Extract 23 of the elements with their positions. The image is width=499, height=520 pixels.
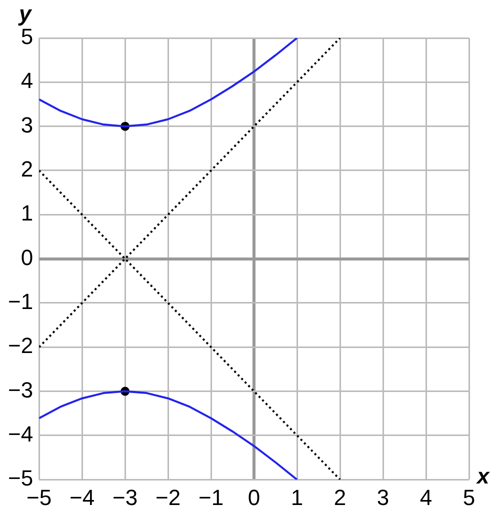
y-tick-label: 2 (20, 156, 34, 182)
x-tick-label: 3 (376, 484, 390, 510)
y-tick-label: 1 (20, 200, 34, 226)
x-tick-label: 4 (420, 484, 432, 510)
x-tick-label: 1 (290, 484, 304, 510)
y-tick-label: −3 (8, 377, 34, 402)
x-tick-label: 5 (462, 484, 476, 510)
y-tick-label: 0 (20, 244, 34, 270)
y-tick-label: −4 (8, 422, 34, 447)
x-tick-label: 0 (248, 484, 260, 510)
x-tick-label: −4 (70, 484, 95, 510)
y-tick-label: −1 (8, 289, 34, 314)
y-axis-title: y (18, 1, 33, 26)
x-tick-label: 2 (334, 484, 346, 510)
y-tick-label: 5 (20, 24, 34, 50)
x-tick-label: −3 (112, 484, 138, 510)
x-tick-label: −2 (156, 484, 181, 510)
y-tick-label: −2 (8, 333, 34, 358)
y-tick-label: 4 (20, 68, 34, 94)
y-tick-label: −5 (8, 466, 34, 491)
x-tick-label: −1 (198, 484, 224, 510)
x-axis-title: x (476, 464, 490, 489)
y-tick-label: 3 (20, 112, 34, 138)
